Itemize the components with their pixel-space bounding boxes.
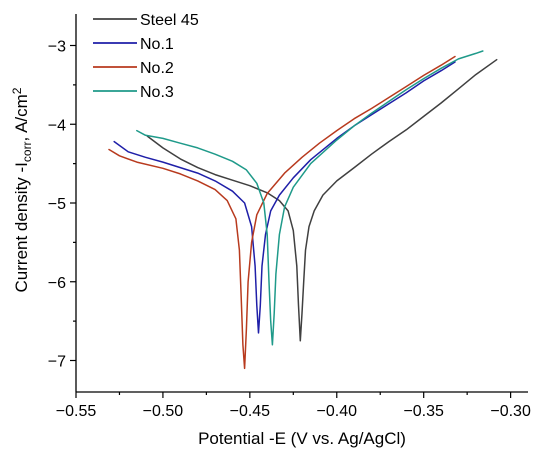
x-tick-label: −0.45 <box>230 403 271 420</box>
legend-label: No.3 <box>140 84 174 101</box>
y-axis-title-sup: 2 <box>10 87 24 94</box>
y-axis-title: Current density -Icorr, A/cm2 <box>10 87 34 292</box>
legend-label: Steel 45 <box>140 12 199 29</box>
series-line-3 <box>136 50 484 346</box>
y-axis-title-sub: corr <box>20 141 34 162</box>
y-tick-label: −4 <box>48 117 66 134</box>
legend: Steel 45 No.1 No.2 No.3 <box>93 12 199 101</box>
x-axis-title: Potential -E (V vs. Ag/AgCl) <box>198 429 406 448</box>
y-tick-label: −6 <box>48 275 66 292</box>
series-line-1 <box>113 61 456 334</box>
x-ticks-group: −0.55 −0.50 −0.45 −0.40 −0.35 −0.30 <box>56 392 531 420</box>
series-line-0 <box>146 58 498 342</box>
y-tick-label: −7 <box>48 354 66 371</box>
y-tick-label: −3 <box>48 39 66 56</box>
x-tick-label: −0.40 <box>317 403 358 420</box>
y-axis-title-unit: , A/cm <box>12 94 31 141</box>
x-tick-label: −0.35 <box>403 403 444 420</box>
y-tick-label: −5 <box>48 196 66 213</box>
series-line-2 <box>108 55 456 370</box>
y-ticks-group: −3 −4 −5 −6 −7 <box>48 39 76 371</box>
x-tick-label: −0.55 <box>56 403 97 420</box>
legend-label: No.1 <box>140 36 174 53</box>
x-tick-label: −0.50 <box>143 403 184 420</box>
x-tick-label: −0.30 <box>490 403 531 420</box>
legend-label: No.2 <box>140 60 174 77</box>
series-group <box>108 50 498 370</box>
y-axis-title-main: Current density -I <box>12 162 31 292</box>
